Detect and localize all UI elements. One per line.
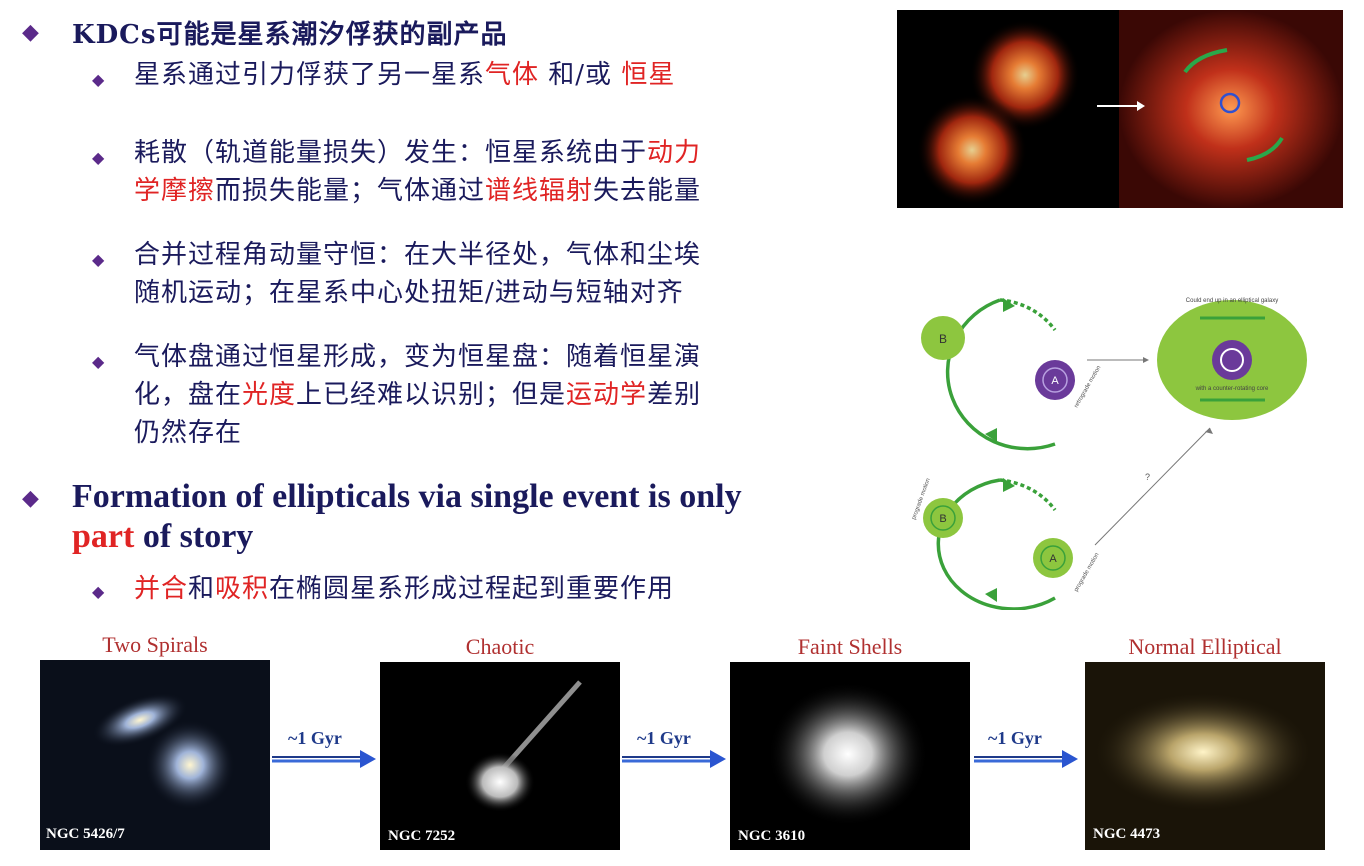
section2-title-line1: Formation of ellipticals via single even… (72, 478, 742, 515)
caption-ngc-3610: NGC 3610 (738, 828, 806, 844)
highlight-text: 动力 (647, 138, 702, 168)
arrow-right-icon (622, 750, 726, 768)
highlight-text: 吸积 (215, 574, 270, 604)
galaxy-b-bottom (923, 498, 963, 538)
highlight-text: 气体 (485, 60, 540, 90)
prograde-label-2: prograde motion (1074, 552, 1101, 593)
body-text: 化，盘在 (134, 380, 243, 410)
highlight-text: 并合 (134, 574, 189, 604)
body-text: 和/或 (539, 60, 622, 90)
section1-item-line: 耗散（轨道能量损失）发生：恒星系统由于动力 (134, 132, 701, 169)
panel-title-two-spirals: Two Spirals (102, 632, 208, 657)
caption-ngc-7252: NGC 7252 (388, 828, 456, 844)
gyr-label-3: ~1 Gyr (988, 728, 1042, 748)
arrow-right-icon (974, 750, 1078, 768)
bullet-diamond: ◆ (92, 148, 105, 167)
arrow-right-icon (272, 750, 376, 768)
section2-title-rest: of story (134, 518, 254, 555)
question-mark: ? (1145, 472, 1150, 482)
highlight-text: 恒星 (621, 60, 676, 90)
bullet-diamond: ◆ (92, 352, 105, 371)
section1-item-line: 气体盘通过恒星形成，变为恒星盘：随着恒星演 (134, 336, 701, 373)
bottom-orbit: B A prograde motion prograde motion ? (911, 427, 1213, 610)
body-text: 上已经难以识别；但是 (296, 380, 567, 410)
galaxy-a-bottom (1033, 538, 1073, 578)
galaxy-image-two-spirals (40, 660, 270, 850)
section1-item-line: 仍然存在 (134, 412, 242, 449)
body-text: 而损失能量；气体通过 (215, 176, 486, 206)
body-text: 差别 (647, 380, 702, 410)
section1-title: KDCs可能是星系潮汐俘获的副产品 (72, 20, 508, 50)
section1-item-line: 学摩擦而损失能量；气体通过谱线辐射失去能量 (134, 170, 701, 207)
label-a-bottom: A (1049, 553, 1057, 565)
galaxy-image-chaotic (380, 662, 620, 850)
highlight-text: 谱线辐射 (485, 176, 594, 206)
label-a-top: A (1051, 375, 1059, 387)
section1-item-line: 合并过程角动量守恒：在大半径处，气体和尘埃 (134, 234, 701, 271)
bullet-diamond: ◆ (22, 486, 39, 511)
galaxy-image-normal-elliptical (1085, 662, 1325, 850)
gyr-label-2: ~1 Gyr (637, 728, 691, 748)
highlight-text: 光度 (242, 380, 297, 410)
body-text: 星系通过引力俘获了另一星系 (134, 60, 486, 90)
section1-item-line: 化，盘在光度上已经难以识别；但是运动学差别 (134, 374, 701, 411)
gyr-label-1: ~1 Gyr (288, 728, 342, 748)
label-b-top: B (939, 332, 947, 346)
body-text: 和 (188, 574, 216, 604)
galaxy-b-top (921, 316, 965, 360)
galaxy-image-faint-shells (730, 662, 970, 850)
body-text: 随机运动；在星系中心处扭矩/进动与短轴对齐 (134, 278, 684, 308)
bullet-diamond: ◆ (92, 70, 105, 89)
body-text: 合并过程角动量守恒：在大半径处，气体和尘埃 (134, 240, 702, 270)
result-top-label: Could end up in an elliptical galaxy (1186, 298, 1278, 304)
highlight-text: 运动学 (566, 380, 648, 410)
body-text: 在椭圆星系形成过程起到重要作用 (269, 574, 675, 604)
caption-ngc-4473: NGC 4473 (1093, 826, 1161, 842)
top-orbit: B A retrograde motion (921, 298, 1149, 451)
bullet-diamond: ◆ (92, 250, 105, 269)
body-text: 耗散（轨道能量损失）发生：恒星系统由于 (134, 138, 648, 168)
panel-title-chaotic: Chaotic (465, 634, 535, 659)
caption-ngc-5426: NGC 5426/7 (46, 826, 125, 842)
simulation-svg (897, 10, 1343, 208)
retrograde-label: retrograde motion (1074, 365, 1103, 409)
panel-title-normal-elliptical: Normal Elliptical (1128, 634, 1282, 659)
panel-title-faint-shells: Faint Shells (797, 634, 903, 659)
body-text: 气体盘通过恒星形成，变为恒星盘：随着恒星演 (134, 342, 702, 372)
label-b-bottom: B (939, 513, 946, 525)
bullet-diamond: ◆ (22, 20, 39, 45)
galaxy-a-top (1035, 360, 1075, 400)
section2-item: 并合和吸积在椭圆星系形成过程起到重要作用 (134, 568, 674, 605)
bullet-diamond: ◆ (92, 582, 105, 601)
body-text: 仍然存在 (134, 418, 243, 448)
section1-item-line: 星系通过引力俘获了另一星系气体 和/或 恒星 (134, 54, 675, 91)
kdc-formation-diagram: B A retrograde motion Could end up in an… (905, 280, 1325, 610)
result-galaxy: Could end up in an elliptical galaxy wit… (1157, 298, 1307, 420)
result-bottom-label: with a counter-rotating core (1195, 386, 1269, 392)
merger-simulation-image (897, 10, 1343, 208)
section2-title-highlight: part (72, 518, 135, 555)
body-text: 失去能量 (593, 176, 702, 206)
section1-item-line: 随机运动；在星系中心处扭矩/进动与短轴对齐 (134, 272, 684, 309)
section2-title-line2: part of story (72, 518, 253, 556)
highlight-text: 学摩擦 (134, 176, 216, 206)
